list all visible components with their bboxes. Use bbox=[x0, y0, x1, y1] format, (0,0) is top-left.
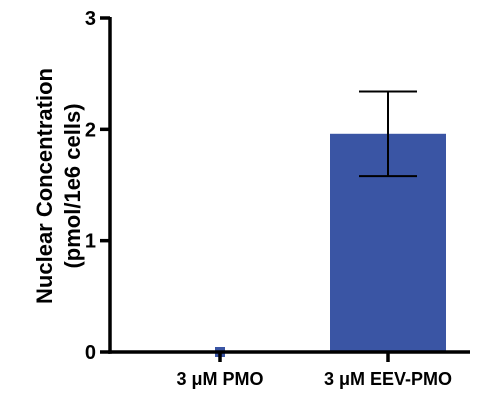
y-tick-label-0: 0 bbox=[85, 342, 96, 364]
x-tick-label-2: 3 μM EEV-PMO bbox=[324, 369, 452, 389]
y-axis-title: Nuclear Concentration (pmol/1e6 cells) bbox=[32, 68, 85, 304]
plot-area: 0 1 2 3 3 μM PMO 3 μM EEV-PMO bbox=[85, 8, 470, 389]
y-tick-label-2: 2 bbox=[85, 119, 96, 141]
y-tick-label-3: 3 bbox=[85, 8, 96, 30]
y-axis-title-line-1: Nuclear Concentration bbox=[32, 68, 57, 304]
y-axis-title-line-2: (pmol/1e6 cells) bbox=[60, 103, 85, 268]
y-tick-label-1: 1 bbox=[85, 231, 96, 253]
x-tick-label-1: 3 μM PMO bbox=[176, 369, 263, 389]
